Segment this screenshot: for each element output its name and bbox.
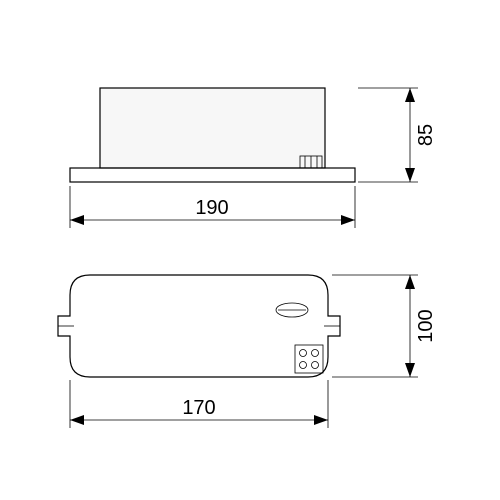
dim-side-height: 85 — [358, 88, 437, 182]
dim-side-height-label: 85 — [415, 124, 437, 146]
dimension-drawing: 190 85 170 — [0, 0, 500, 500]
dim-side-width: 190 — [70, 186, 355, 228]
dim-top-width-label: 170 — [182, 397, 215, 419]
dim-side-width-label: 190 — [195, 197, 228, 219]
dim-top-width: 170 — [70, 380, 328, 428]
side-view — [70, 88, 355, 182]
top-view — [58, 275, 340, 377]
dim-top-height-label: 100 — [415, 309, 437, 342]
top-connector — [295, 345, 323, 373]
dim-top-height: 100 — [332, 275, 437, 377]
